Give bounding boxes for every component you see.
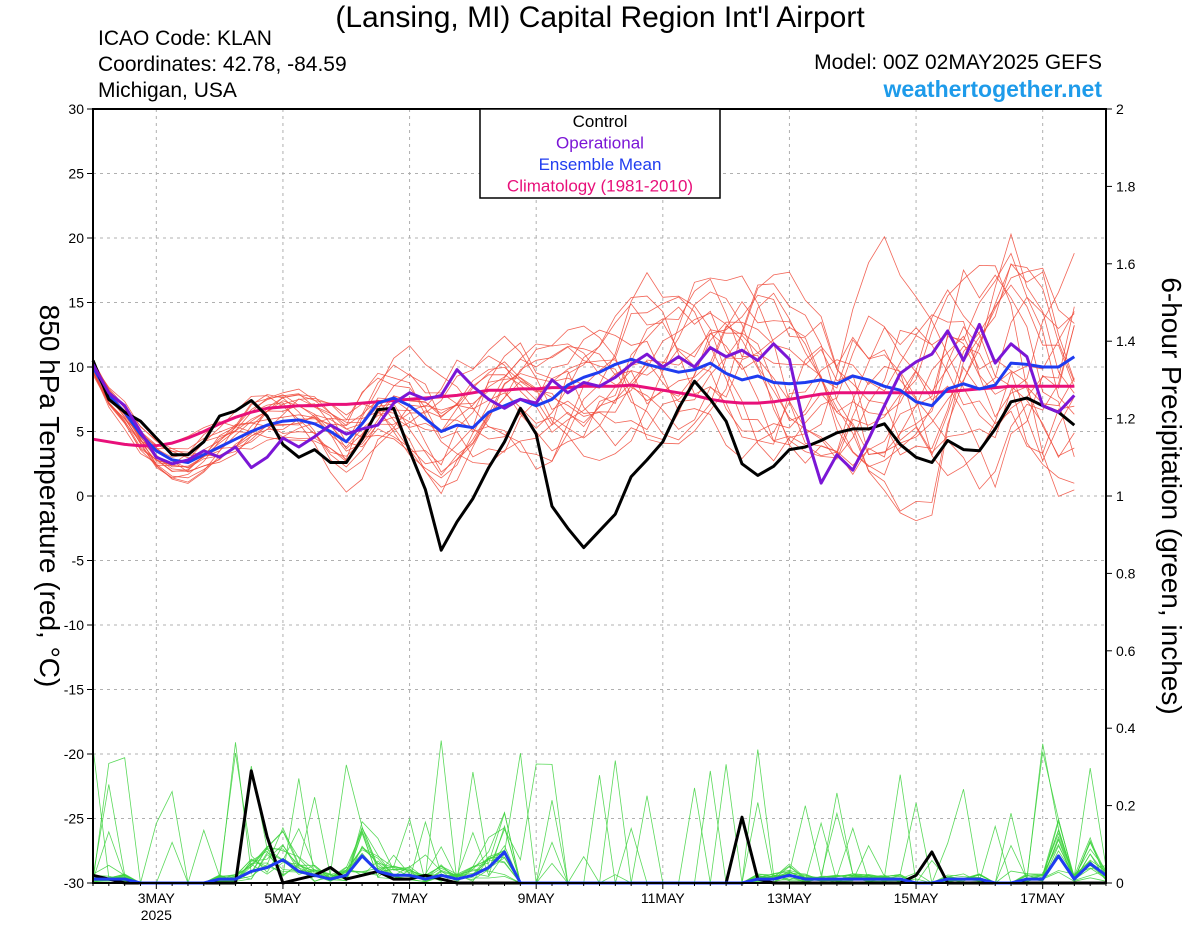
- y-axis-label: 850 hPa Temperature (red, °C): [34, 305, 65, 688]
- temp-member-line: [92, 267, 1075, 512]
- x-tick-label: 15MAY: [894, 890, 940, 906]
- y2-tick-label: 0.4: [1116, 720, 1136, 736]
- coordinates: Coordinates: 42.78, -84.59: [98, 53, 347, 76]
- control-temp-line: [91, 359, 1076, 552]
- temp-member-line: [92, 232, 1075, 479]
- x-tick-label: 7MAY: [391, 890, 429, 906]
- y-tick-label: -15: [64, 682, 84, 698]
- x-tick-year: 2025: [141, 907, 172, 923]
- y2-tick-label: 2: [1116, 101, 1124, 117]
- legend-entry: Ensemble Mean: [539, 155, 662, 174]
- temp-member-line: [92, 329, 1075, 464]
- x-tick-label: 13MAY: [767, 890, 813, 906]
- y2-tick-label: 1.2: [1116, 411, 1136, 427]
- temp-member-line: [92, 295, 1075, 477]
- website-link[interactable]: weathertogether.net: [883, 76, 1102, 102]
- x-tick-label: 9MAY: [518, 890, 556, 906]
- y-tick-label: 15: [68, 295, 84, 311]
- y-tick-label: -30: [64, 875, 84, 891]
- series-lines: [91, 322, 1107, 885]
- legend-entry: Control: [573, 112, 628, 131]
- temp-member-line: [92, 235, 1075, 462]
- region: Michigan, USA: [98, 79, 237, 102]
- temp-member-line: [92, 253, 1075, 460]
- member-lines: [92, 232, 1107, 884]
- ensemble-mean-temp-line: [91, 355, 1076, 464]
- legend-entry: Operational: [556, 134, 644, 153]
- temp-member-line: [92, 289, 1075, 468]
- y-tick-label: 0: [76, 488, 84, 504]
- temp-member-line: [92, 296, 1075, 476]
- model-run: Model: 00Z 02MAY2025 GEFS: [814, 51, 1102, 74]
- y2-tick-label: 1.6: [1116, 256, 1136, 272]
- icao-code: ICAO Code: KLAN: [98, 27, 272, 50]
- y2-tick-label: 1.4: [1116, 333, 1136, 349]
- x-tick-label: 3MAY: [138, 890, 176, 906]
- y2-tick-label: 1: [1116, 488, 1124, 504]
- legend-box: [479, 108, 721, 199]
- y-tick-label: -5: [72, 553, 85, 569]
- climatology-1981-2010-temp-line: [92, 383, 1075, 448]
- legend: Control Operational Ensemble Mean Climatolo…: [479, 108, 721, 199]
- y-tick-label: -20: [64, 746, 84, 762]
- y-tick-label: 5: [76, 424, 84, 440]
- y2-tick-label: 0.6: [1116, 643, 1136, 659]
- y2-axis-label: 6-hour Precipitation (green, inches): [1156, 277, 1187, 714]
- y-tick-label: 25: [68, 166, 84, 182]
- x-tick-label: 17MAY: [1020, 890, 1066, 906]
- temp-member-line: [92, 264, 1075, 479]
- ensemble-mean-precip-line: [93, 850, 1107, 885]
- temp-member-line: [92, 264, 1075, 476]
- y2-tick-label: 0: [1116, 875, 1124, 891]
- x-tick-label: 11MAY: [641, 890, 685, 906]
- y-tick-label: -10: [64, 617, 84, 633]
- operational-temp-line: [91, 322, 1076, 485]
- legend-entry: Climatology (1981-2010): [507, 177, 693, 196]
- grid-lines: [93, 109, 1106, 883]
- station-info: ICAO Code: KLAN Coordinates: 42.78, -84.…: [98, 26, 347, 104]
- x-tick-label: 5MAY: [264, 890, 302, 906]
- y-tick-label: -25: [64, 811, 84, 827]
- y2-tick-label: 0.8: [1116, 565, 1136, 581]
- y-tick-label: 10: [68, 359, 84, 375]
- chart-title: (Lansing, MI) Capital Region Int'l Airpo…: [335, 1, 865, 34]
- y2-tick-label: 0.2: [1116, 798, 1136, 814]
- y2-tick-label: 1.8: [1116, 178, 1136, 194]
- y-tick-label: 30: [68, 101, 84, 117]
- axis-ticks: 302520151050-5-10-15-20-25-3021.81.61.41…: [64, 101, 1136, 923]
- y-tick-label: 20: [68, 230, 84, 246]
- model-info: Model: 00Z 02MAY2025 GEFS weathertogethe…: [814, 50, 1102, 102]
